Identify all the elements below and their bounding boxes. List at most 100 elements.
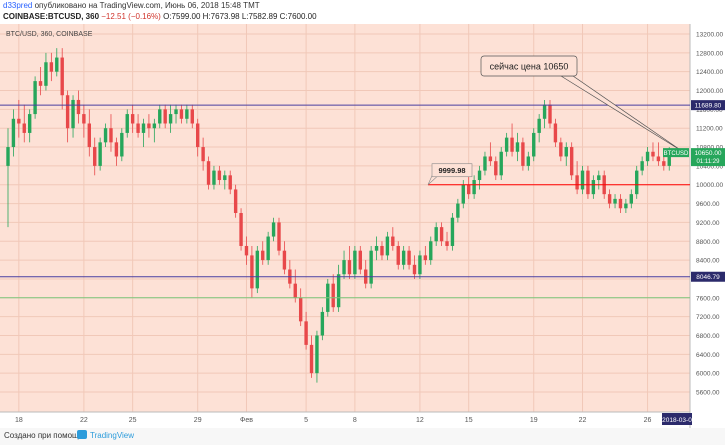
candle-body[interactable] [342,260,346,275]
candle-body[interactable] [569,147,574,176]
candle-body[interactable] [6,147,10,166]
candle-body[interactable] [445,241,449,246]
candle-body[interactable] [651,151,655,157]
candle-body[interactable] [629,194,633,204]
candle-body[interactable] [22,123,26,133]
candle-body[interactable] [461,184,465,204]
candle-body[interactable] [591,180,596,195]
candle-body[interactable] [141,123,146,133]
candle-body[interactable] [434,227,438,242]
candle-body[interactable] [55,57,59,72]
candle-body[interactable] [309,344,314,374]
candle-body[interactable] [472,180,476,195]
candle-body[interactable] [336,274,341,308]
candle-body[interactable] [228,175,232,190]
price-callout-box[interactable] [480,55,578,77]
candle-body[interactable] [158,109,162,124]
candle-body[interactable] [27,114,32,133]
candle-body[interactable] [537,118,541,133]
candle-body[interactable] [179,109,184,119]
candle-body[interactable] [174,109,178,115]
candle-body[interactable] [521,142,525,166]
candle-body[interactable] [212,170,216,185]
candle-body[interactable] [255,250,260,289]
candle-body[interactable] [147,123,151,129]
footer-brand[interactable]: TradingView [90,431,135,440]
candle-body[interactable] [613,198,617,204]
candle-body[interactable] [282,250,287,270]
candle-body[interactable] [33,81,37,115]
candle-body[interactable] [49,62,54,72]
candle-body[interactable] [190,109,194,124]
candle-body[interactable] [640,161,644,171]
candle-body[interactable] [250,255,254,289]
candle-body[interactable] [65,95,70,129]
candle-body[interactable] [407,250,411,265]
candle-body[interactable] [358,250,362,270]
candle-body[interactable] [120,132,124,157]
candle-body[interactable] [380,245,384,256]
candle-body[interactable] [38,81,43,86]
chart-area[interactable]: 13200.00 12800.00 12400.00 12000.00 11600.00… [0,24,725,428]
candle-body[interactable] [304,321,308,345]
candle-body[interactable] [396,245,400,265]
candle-body[interactable] [575,175,579,190]
candle-body[interactable] [152,123,157,129]
candle-body[interactable] [130,114,135,124]
candle-body[interactable] [271,222,276,237]
candle-body[interactable] [635,170,639,195]
candle-body[interactable] [261,250,265,261]
candle-body[interactable] [223,175,227,181]
candle-body[interactable] [526,156,531,166]
candle-body[interactable] [82,114,86,124]
candle-body[interactable] [109,128,113,143]
candle-body[interactable] [114,142,119,157]
candle-body[interactable] [423,255,428,261]
candle-body[interactable] [499,151,503,176]
candle-body[interactable] [353,250,357,275]
candle-body[interactable] [412,264,417,275]
candle-body[interactable] [429,241,433,261]
candle-body[interactable] [374,245,379,251]
candle-body[interactable] [136,123,140,133]
candle-body[interactable] [391,236,395,246]
candle-body[interactable] [401,250,406,265]
candle-body[interactable] [196,123,200,148]
candle-body[interactable] [11,118,16,148]
tradingview-logo-icon[interactable] [77,430,87,439]
candle-body[interactable] [586,170,590,195]
candle-body[interactable] [597,175,601,181]
candle-body[interactable] [667,154,671,166]
candle-body[interactable] [293,283,297,298]
candle-body[interactable] [477,170,482,181]
candle-body[interactable] [244,245,249,256]
candle-body[interactable] [206,161,211,185]
candle-body[interactable] [580,170,585,190]
candle-body[interactable] [467,184,471,195]
candle-body[interactable] [488,156,493,162]
candle-body[interactable] [607,194,612,204]
candle-body[interactable] [168,114,173,124]
candle-body[interactable] [298,297,303,322]
candle-body[interactable] [76,99,81,115]
candle-body[interactable] [494,161,498,176]
candle-body[interactable] [662,161,666,166]
author-name[interactable]: d33pred [3,1,33,10]
candlestick-chart[interactable]: 13200.00 12800.00 12400.00 12000.00 11600.00… [0,24,725,428]
candle-body[interactable] [60,57,64,96]
candle-body[interactable] [553,123,558,143]
candle-body[interactable] [103,128,108,143]
candle-body[interactable] [439,227,444,242]
candle-body[interactable] [125,114,129,133]
candle-body[interactable] [44,62,48,86]
candle-body[interactable] [185,109,189,119]
candle-body[interactable] [71,99,75,129]
candle-body[interactable] [483,156,487,171]
candle-body[interactable] [201,147,205,162]
candle-body[interactable] [217,170,222,181]
candle-body[interactable] [656,156,661,162]
candle-body[interactable] [87,123,91,148]
candle-body[interactable] [559,142,563,157]
candle-body[interactable] [450,217,455,246]
candle-body[interactable] [548,104,552,124]
